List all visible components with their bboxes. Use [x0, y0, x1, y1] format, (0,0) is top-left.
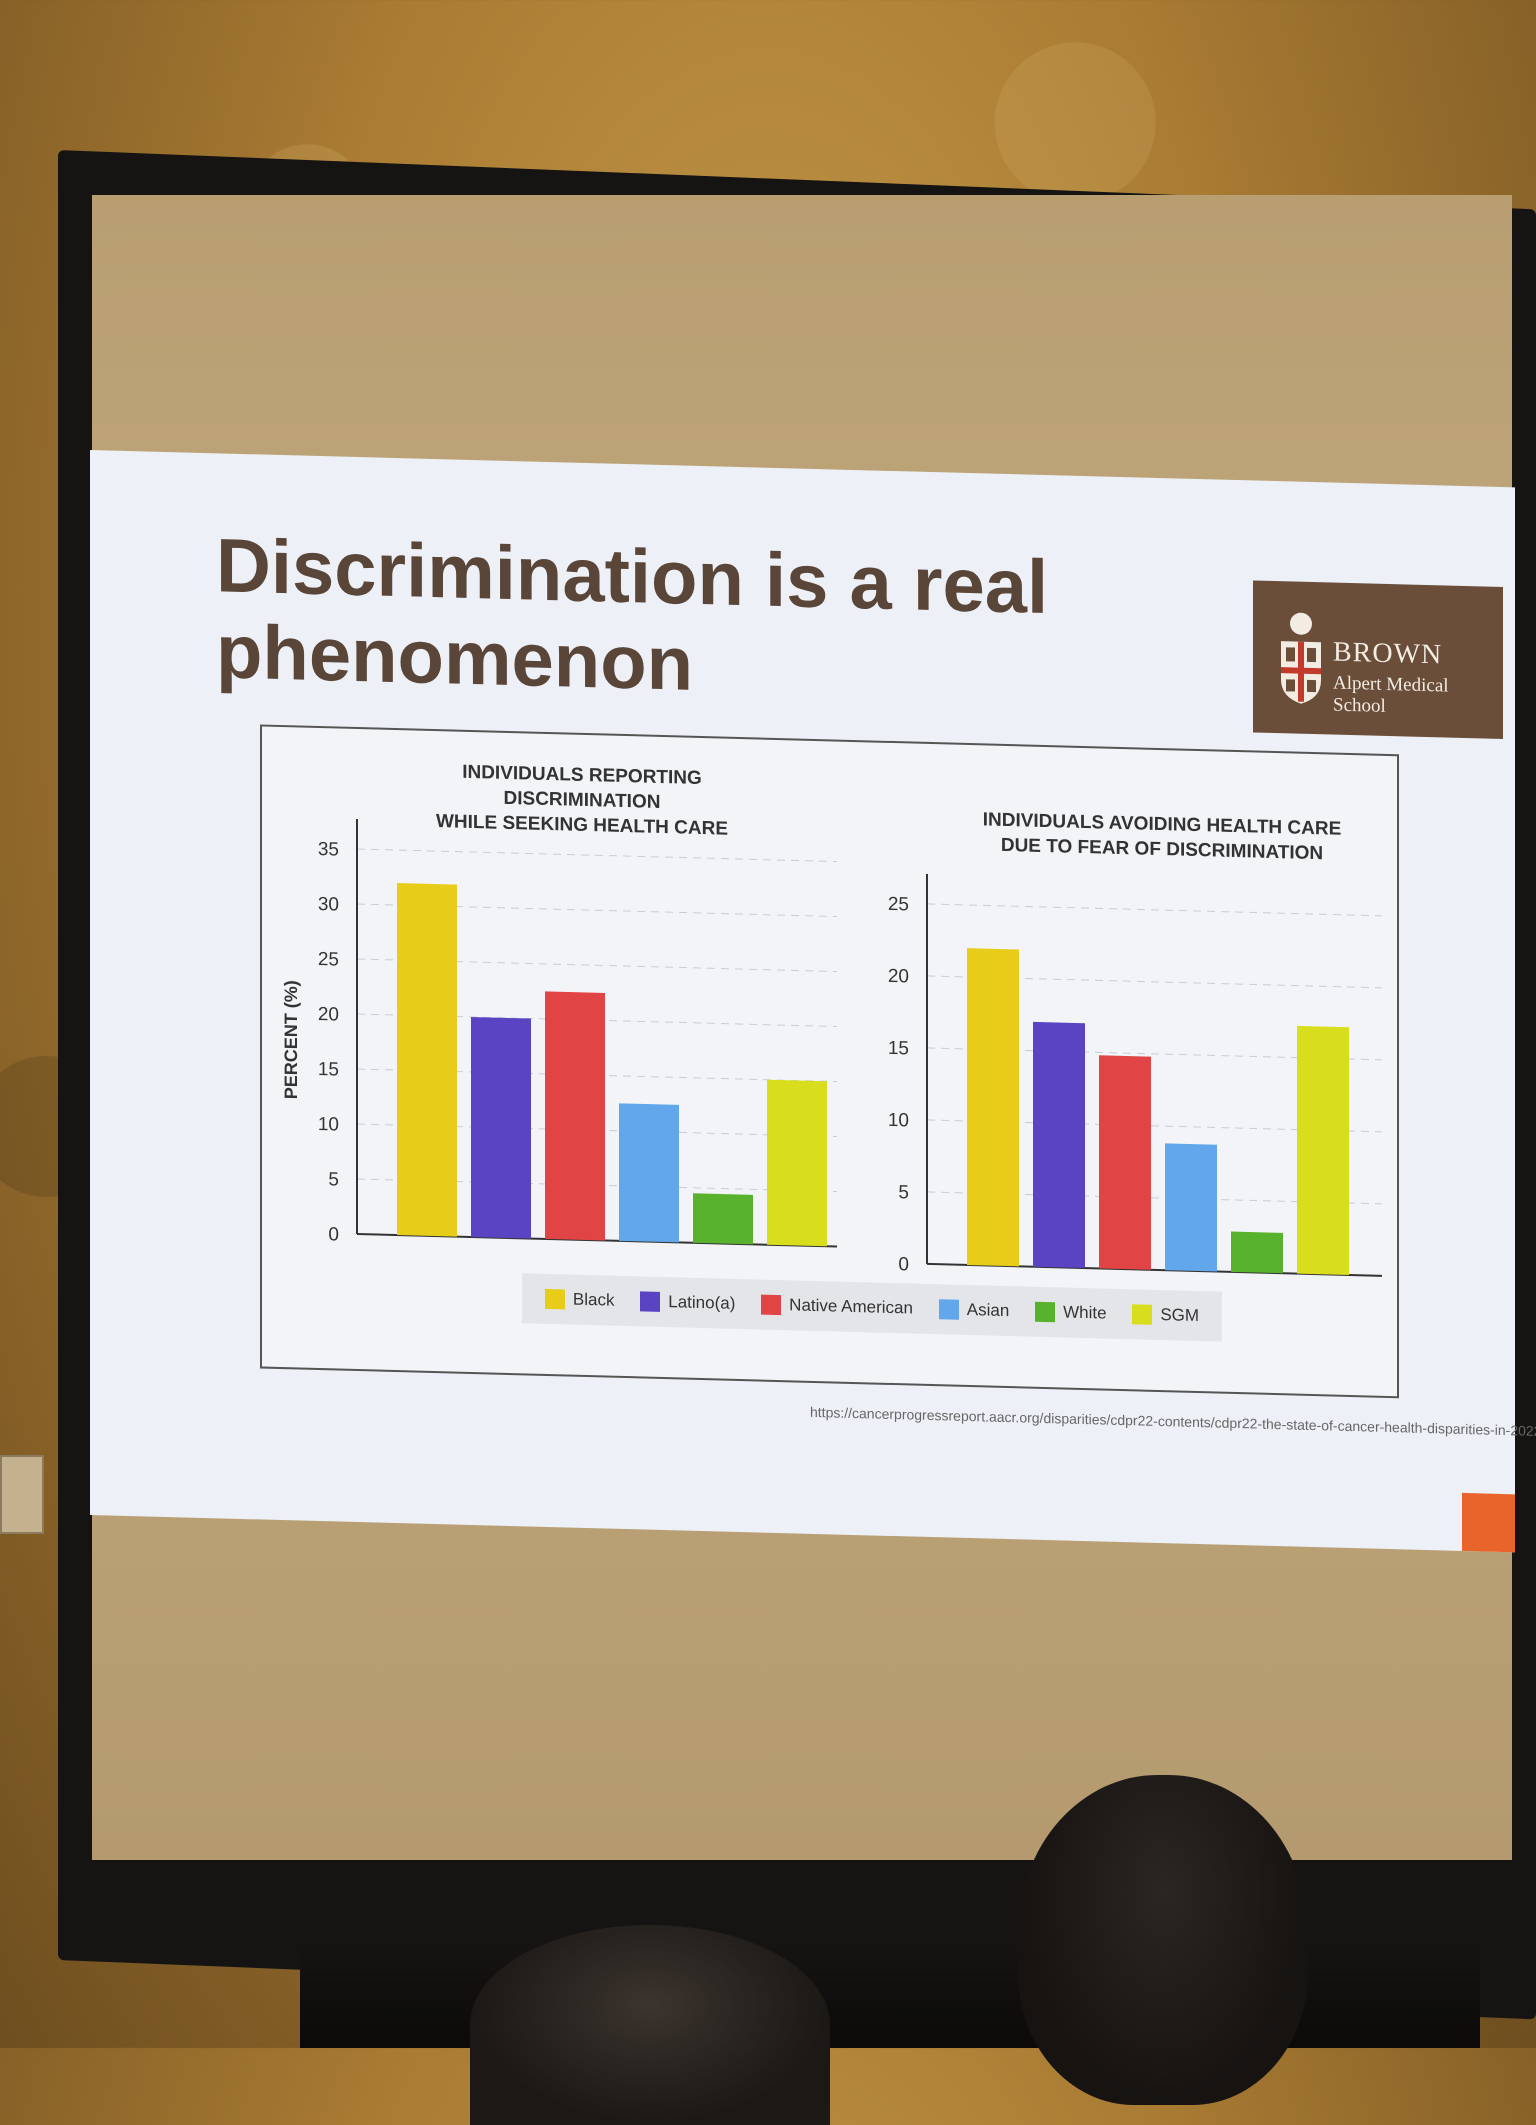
bar-sgm [767, 1079, 827, 1247]
bar-white [693, 1193, 753, 1245]
legend-label: Asian [966, 1299, 1010, 1321]
legend-item: Black [544, 1288, 615, 1311]
corner-accent [1462, 1492, 1515, 1553]
y-tick-label: 15 [318, 1059, 339, 1081]
y-tick-label: 25 [318, 949, 339, 971]
legend-item: White [1035, 1301, 1107, 1324]
bar-native-american [545, 991, 605, 1241]
wall-outlet [0, 1455, 44, 1534]
gridline [357, 848, 837, 863]
bar-asian [619, 1103, 679, 1243]
legend-label: Native American [789, 1295, 913, 1318]
y-tick-label: 35 [318, 839, 339, 861]
slide-title-line2: phenomenon [216, 609, 694, 707]
y-tick-label: 0 [328, 1224, 339, 1245]
legend-swatch [938, 1299, 959, 1320]
y-tick-label: 25 [888, 894, 909, 916]
source-url[interactable]: https://cancerprogressreport.aacr.org/di… [810, 1403, 1536, 1440]
charts-panel: INDIVIDUALS REPORTING DISCRIMINATION WHI… [260, 724, 1399, 1399]
y-tick-label: 30 [318, 894, 339, 916]
y-tick-label: 15 [888, 1038, 909, 1060]
legend-label: SGM [1160, 1305, 1200, 1326]
legend-item: Asian [938, 1299, 1010, 1321]
shield-icon [1281, 612, 1321, 704]
y-tick-label: 5 [898, 1182, 909, 1203]
legend-item: Native American [761, 1294, 913, 1319]
legend-item: Latino(a) [640, 1291, 735, 1313]
logo-subtitle: Alpert Medical School [1333, 672, 1449, 717]
y-tick-label: 5 [328, 1169, 339, 1190]
bar-black [967, 948, 1019, 1267]
bar-native-american [1099, 1055, 1151, 1270]
y-tick-label: 0 [898, 1254, 909, 1275]
audience-head-left [470, 1925, 830, 2125]
legend-swatch [640, 1291, 661, 1312]
logo-name: BROWN [1333, 636, 1443, 671]
gridline [357, 958, 837, 973]
brown-logo: BROWN Alpert Medical School [1253, 580, 1503, 740]
gridline [927, 903, 1382, 917]
legend-label: Black [572, 1289, 615, 1310]
legend-swatch [544, 1288, 565, 1310]
legend-label: Latino(a) [668, 1292, 736, 1313]
legend-swatch [761, 1294, 782, 1316]
legend-swatch [1035, 1301, 1056, 1323]
audience-head-right [1018, 1775, 1308, 2105]
y-tick-label: 20 [888, 966, 909, 988]
gridline [357, 903, 837, 918]
y-tick-label: 20 [318, 1004, 339, 1026]
bar-sgm [1297, 1025, 1349, 1275]
bar-latino-a- [471, 1016, 531, 1239]
legend-item: SGM [1132, 1304, 1199, 1326]
bar-black [397, 883, 457, 1237]
y-axis-label: PERCENT (%) [281, 980, 301, 1100]
bar-latino-a- [1033, 1021, 1085, 1269]
y-tick-label: 10 [888, 1110, 909, 1132]
bar-asian [1165, 1143, 1217, 1272]
bar-charts: 0 5 10 15 20 25 30 35 PERCENT (%) 0 5 10 15 20 25 [281, 818, 1382, 1277]
bar-white [1231, 1231, 1283, 1274]
slide: Discrimination is a real phenomenon BROW… [90, 450, 1536, 1553]
y-tick-label: 10 [318, 1114, 339, 1136]
legend-swatch [1132, 1304, 1153, 1325]
legend-label: White [1063, 1302, 1107, 1323]
slide-title: Discrimination is a real phenomenon [216, 523, 1116, 719]
